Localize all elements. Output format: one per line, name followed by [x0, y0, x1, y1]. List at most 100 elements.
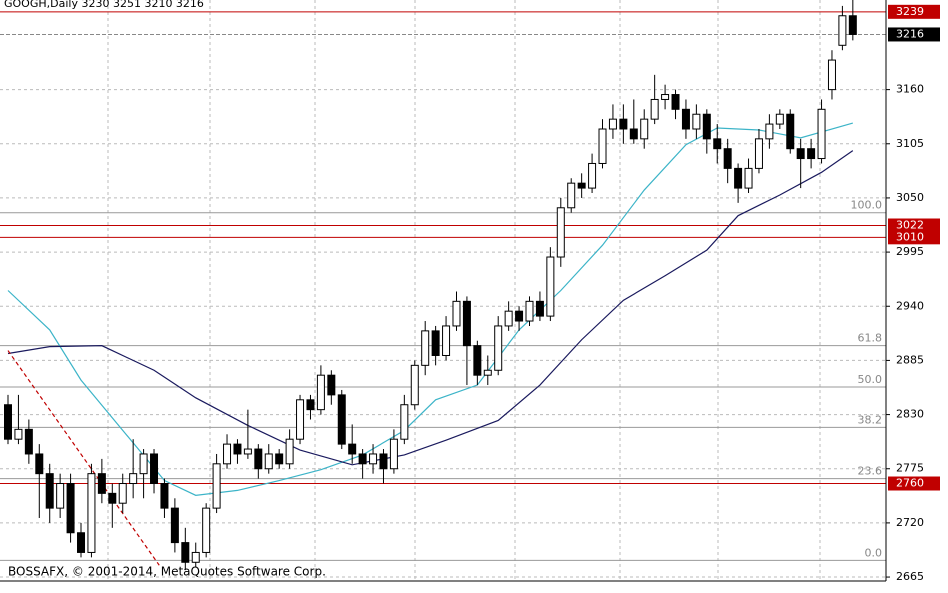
- level-label: 3022: [896, 219, 924, 232]
- candle-body: [233, 443, 242, 455]
- candle-body: [77, 532, 86, 553]
- candle-body: [160, 483, 169, 509]
- candle-body: [671, 94, 680, 110]
- candle-body: [702, 113, 711, 140]
- candle-body: [139, 453, 148, 475]
- candle-body: [796, 148, 805, 160]
- indicator-line: [7, 150, 854, 466]
- candle-body: [786, 113, 795, 150]
- candle-body: [807, 148, 816, 160]
- candle-body: [56, 483, 65, 509]
- candle-body: [87, 473, 96, 553]
- current-price-label: 3216: [896, 27, 924, 40]
- candle-body: [181, 542, 190, 563]
- candle-body: [848, 15, 857, 35]
- candle-body: [170, 507, 179, 544]
- y-tick-label: 3160: [896, 83, 924, 96]
- y-tick-label: 3105: [896, 137, 924, 150]
- candle-body: [254, 448, 263, 470]
- candle-body: [264, 453, 273, 470]
- candle-body: [775, 113, 784, 125]
- candle-body: [713, 138, 722, 150]
- level-box: [888, 230, 940, 245]
- candle-body: [316, 374, 325, 411]
- level-box: [888, 4, 940, 19]
- candle-body: [410, 364, 419, 406]
- candle-body: [462, 300, 471, 347]
- candle-body: [723, 148, 732, 169]
- candle-body: [629, 128, 638, 140]
- current-price-box: [888, 27, 940, 42]
- y-tick-label: 2940: [896, 299, 924, 312]
- level-label: 3010: [896, 230, 924, 243]
- candle-body: [108, 492, 117, 504]
- candle-body: [97, 473, 106, 494]
- candle-body: [202, 507, 211, 553]
- candle-body: [442, 325, 451, 356]
- indicator-line: [7, 350, 160, 566]
- candle-body: [661, 94, 670, 100]
- candle-body: [24, 428, 33, 455]
- candle-body: [421, 330, 430, 366]
- y-tick-label: 2775: [896, 462, 924, 475]
- fib-label: 50.0: [858, 373, 883, 386]
- candle-body: [515, 310, 524, 322]
- fib-label: 23.6: [858, 465, 883, 478]
- fib-label: 100.0: [851, 199, 883, 212]
- candle-body: [129, 473, 138, 485]
- candle-body: [243, 448, 252, 455]
- candle-body: [598, 128, 607, 164]
- candle-body: [588, 162, 597, 189]
- candle-body: [838, 15, 847, 46]
- level-label: 3239: [896, 5, 924, 18]
- candle-body: [650, 98, 659, 120]
- candle-body: [473, 345, 482, 376]
- candle-body: [754, 138, 763, 169]
- candle-body: [296, 399, 305, 440]
- fib-label: 0.0: [865, 546, 883, 559]
- candle-body: [212, 463, 221, 509]
- fib-label: 61.8: [858, 332, 883, 345]
- vertical-grid: [107, 0, 821, 581]
- candle-body: [191, 551, 200, 563]
- y-tick-label: 2885: [896, 353, 924, 366]
- level-box: [888, 476, 940, 491]
- candle-body: [692, 113, 701, 130]
- y-tick-label: 2995: [896, 245, 924, 258]
- fib-label: 38.2: [858, 413, 883, 426]
- candle-body: [494, 325, 503, 371]
- candle-body: [223, 443, 232, 465]
- y-tick-label: 2665: [896, 570, 924, 583]
- candle-body: [35, 453, 44, 475]
- candle-body: [150, 453, 159, 485]
- candle-body: [306, 399, 315, 411]
- candle-body: [681, 108, 690, 130]
- candle-body: [765, 123, 774, 140]
- candle-body: [400, 404, 409, 440]
- candle-body: [348, 443, 357, 455]
- candle-body: [452, 300, 461, 327]
- candle-body: [389, 438, 398, 470]
- candle-body: [369, 453, 378, 465]
- candle-body: [14, 428, 23, 440]
- candle-body: [744, 167, 753, 189]
- chart-title: GOOGH,Daily 3230 3251 3210 3216: [4, 0, 204, 10]
- candle-body: [45, 473, 54, 509]
- candle-body: [285, 438, 294, 465]
- candle-body: [275, 453, 284, 465]
- candle-body: [734, 167, 743, 189]
- candle-body: [577, 182, 586, 189]
- candle-body: [556, 207, 565, 258]
- candle-body: [817, 108, 826, 160]
- candle-body: [379, 453, 388, 470]
- candle-body: [546, 256, 555, 317]
- candle-body: [504, 310, 513, 327]
- candle-body: [66, 483, 75, 534]
- candle-body: [640, 118, 649, 140]
- candle-body: [608, 118, 617, 130]
- candle-body: [525, 300, 534, 322]
- candle-body: [619, 118, 628, 130]
- candle-body: [358, 453, 367, 465]
